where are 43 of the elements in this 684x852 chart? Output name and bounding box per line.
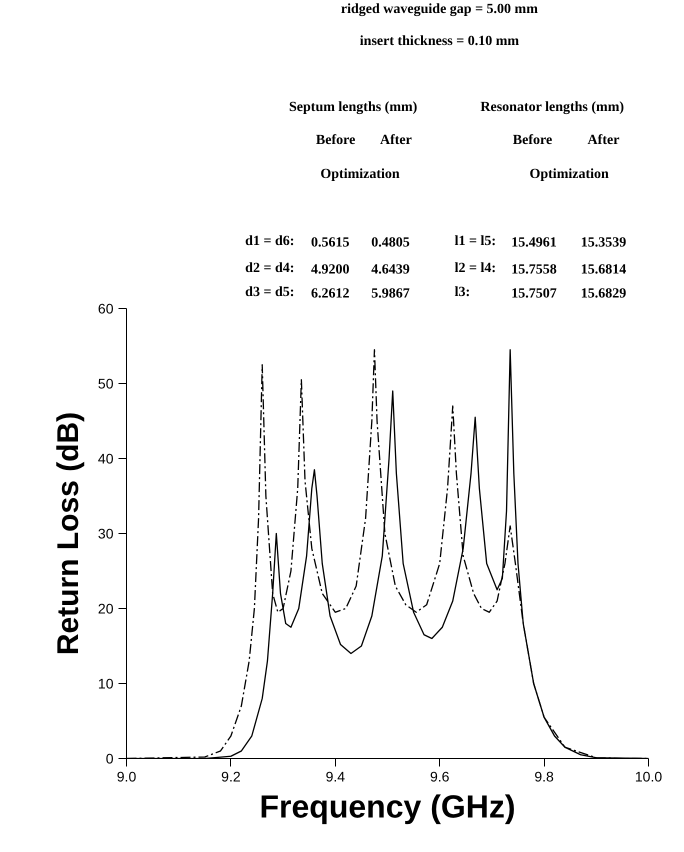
x-tick-label: 9.0 (116, 768, 136, 784)
text: 15.4961 (511, 236, 557, 250)
x-tick-label: 9.6 (430, 768, 450, 784)
text: 0.5615 (311, 236, 350, 250)
text: 15.7558 (511, 262, 557, 278)
y-axis-title: Return Loss (dB) (52, 412, 85, 656)
text: Before (316, 133, 356, 148)
x-axis-title: Frequency (GHz) (259, 788, 516, 824)
text: ridged waveguide gap = 5.00 mm (340, 2, 538, 17)
text: l3: (454, 285, 470, 300)
text: Before (512, 133, 552, 148)
text: 0.4805 (371, 236, 410, 250)
x-tick-label: 9.2 (221, 768, 241, 784)
y-tick-label: 0 (106, 750, 114, 766)
text: 6.2612 (311, 286, 350, 302)
text: 15.6829 (580, 286, 626, 302)
y-tick-label: 60 (98, 300, 114, 316)
y-tick-label: 10 (98, 676, 114, 692)
text: After (588, 133, 620, 148)
text: 15.3539 (580, 236, 626, 250)
x-tick-label: 9.4 (326, 768, 346, 784)
text: d2 = d4: (245, 261, 294, 276)
text: Septum lengths (mm) (288, 100, 418, 115)
text: 15.7507 (511, 286, 557, 302)
text: 15.6814 (580, 262, 626, 278)
text: After (380, 133, 412, 148)
text: l2 = l4: (454, 261, 496, 276)
text: insert thickness = 0.10 mm (360, 34, 520, 49)
text: Optimization (320, 167, 400, 182)
text: Resonator lengths (mm) (480, 100, 624, 115)
text: d1 = d6: (245, 234, 294, 249)
y-tick-label: 20 (98, 600, 114, 616)
text: 5.9867 (371, 286, 410, 302)
text: 4.6439 (371, 262, 410, 278)
y-tick-label: 40 (98, 450, 114, 466)
text: d3 = d5: (245, 285, 294, 300)
text: Optimization (529, 167, 610, 182)
text: l1 = l5: (454, 234, 496, 249)
y-tick-label: 30 (98, 526, 114, 542)
x-tick-label: 10.0 (634, 768, 662, 784)
text: 4.9200 (311, 262, 350, 278)
y-tick-label: 50 (98, 376, 114, 392)
x-tick-label: 9.8 (534, 768, 554, 784)
